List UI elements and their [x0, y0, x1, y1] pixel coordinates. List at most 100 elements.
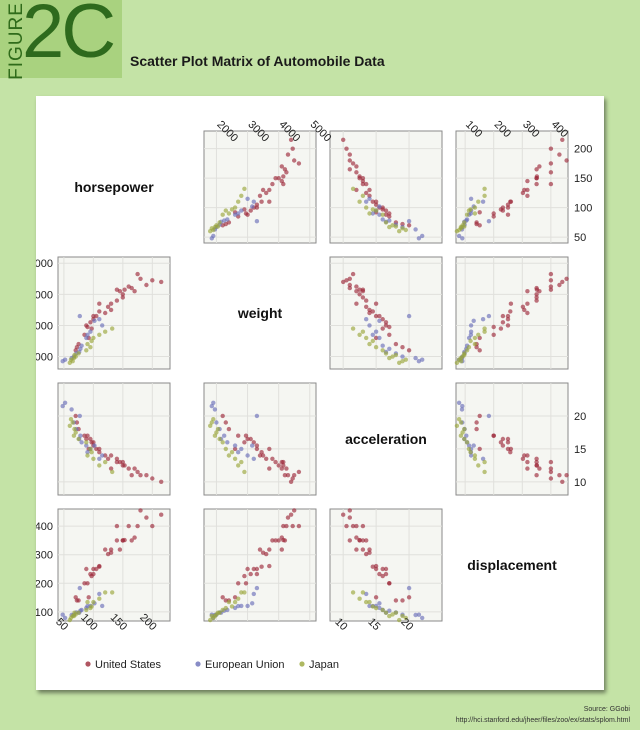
point-united-states	[257, 453, 263, 458]
point-united-states	[341, 137, 346, 142]
point-united-states	[270, 538, 275, 543]
point-european-union	[413, 612, 418, 618]
point-european-union	[377, 335, 382, 341]
point-united-states	[505, 436, 511, 442]
point-japan	[70, 420, 75, 425]
point-united-states	[114, 298, 120, 303]
point-japan	[373, 208, 379, 213]
point-united-states	[522, 453, 527, 458]
point-united-states	[347, 508, 352, 513]
scatter-plot-matrix: horsepower weight acceleration displacement…	[29, 119, 593, 671]
point-european-union	[62, 400, 68, 405]
point-united-states	[508, 446, 514, 452]
point-united-states	[548, 271, 554, 277]
point-united-states	[474, 426, 479, 432]
legend-label-japan: Japan	[309, 659, 339, 671]
point-european-union	[367, 603, 372, 609]
point-united-states	[525, 310, 530, 316]
point-united-states	[357, 537, 362, 543]
point-united-states	[534, 181, 539, 187]
point-united-states	[122, 287, 127, 292]
point-united-states	[254, 443, 260, 448]
point-united-states	[367, 307, 372, 313]
point-japan	[72, 426, 77, 432]
point-japan	[239, 459, 244, 465]
point-japan	[482, 193, 487, 198]
point-european-union	[468, 453, 474, 458]
point-japan	[223, 208, 228, 213]
point-japan	[226, 453, 232, 458]
point-united-states	[477, 348, 482, 353]
point-japan	[380, 607, 385, 613]
point-united-states	[296, 523, 302, 529]
point-united-states	[126, 466, 131, 471]
point-united-states	[505, 323, 511, 328]
point-united-states	[548, 469, 554, 475]
point-japan	[68, 417, 74, 422]
point-japan	[476, 199, 481, 204]
point-united-states	[520, 304, 526, 309]
point-united-states	[505, 205, 511, 210]
point-united-states	[534, 174, 540, 179]
point-japan	[242, 469, 247, 475]
point-united-states	[276, 538, 281, 543]
point-japan	[472, 453, 478, 458]
point-european-union	[209, 236, 214, 241]
point-japan	[68, 357, 74, 362]
point-united-states	[135, 469, 140, 475]
point-united-states	[500, 443, 506, 448]
point-united-states	[341, 512, 346, 517]
point-united-states	[474, 420, 479, 425]
point-united-states	[370, 309, 375, 314]
point-japan	[472, 341, 478, 347]
point-united-states	[159, 279, 164, 285]
point-european-union	[97, 317, 102, 322]
point-united-states	[236, 433, 241, 438]
point-united-states	[288, 137, 294, 142]
point-united-states	[548, 287, 554, 292]
point-united-states	[548, 278, 554, 283]
point-japan	[403, 357, 408, 362]
point-european-union	[100, 453, 105, 458]
point-united-states	[387, 214, 392, 219]
point-european-union	[245, 196, 250, 201]
point-united-states	[477, 446, 482, 452]
point-united-states	[525, 459, 530, 465]
point-united-states	[257, 193, 263, 198]
point-united-states	[520, 456, 526, 461]
point-european-union	[77, 313, 82, 319]
y-tick-label-weight: 3000	[36, 320, 53, 332]
point-united-states	[380, 317, 385, 322]
point-united-states	[477, 413, 482, 419]
point-japan	[476, 332, 481, 337]
point-united-states	[383, 323, 389, 328]
point-united-states	[500, 208, 506, 213]
point-united-states	[354, 164, 359, 169]
point-japan	[468, 338, 473, 344]
point-united-states	[126, 284, 131, 289]
point-united-states	[122, 537, 127, 543]
point-european-union	[380, 343, 385, 348]
point-united-states	[236, 581, 241, 586]
point-united-states	[108, 466, 114, 471]
point-united-states	[525, 301, 530, 306]
point-united-states	[82, 581, 87, 586]
point-european-union	[239, 446, 244, 452]
point-japan	[456, 417, 462, 422]
point-united-states	[284, 523, 289, 529]
point-japan	[462, 224, 467, 229]
point-european-union	[471, 318, 476, 323]
point-european-union	[236, 450, 241, 455]
point-united-states	[525, 193, 530, 198]
point-european-union	[406, 585, 412, 591]
point-united-states	[73, 595, 78, 600]
point-japan	[72, 610, 77, 615]
point-united-states	[387, 332, 392, 337]
point-united-states	[88, 571, 93, 577]
point-united-states	[364, 304, 369, 309]
point-united-states	[267, 563, 272, 569]
point-united-states	[367, 187, 372, 193]
point-united-states	[354, 284, 359, 289]
point-japan	[373, 345, 379, 350]
point-united-states	[264, 190, 269, 196]
